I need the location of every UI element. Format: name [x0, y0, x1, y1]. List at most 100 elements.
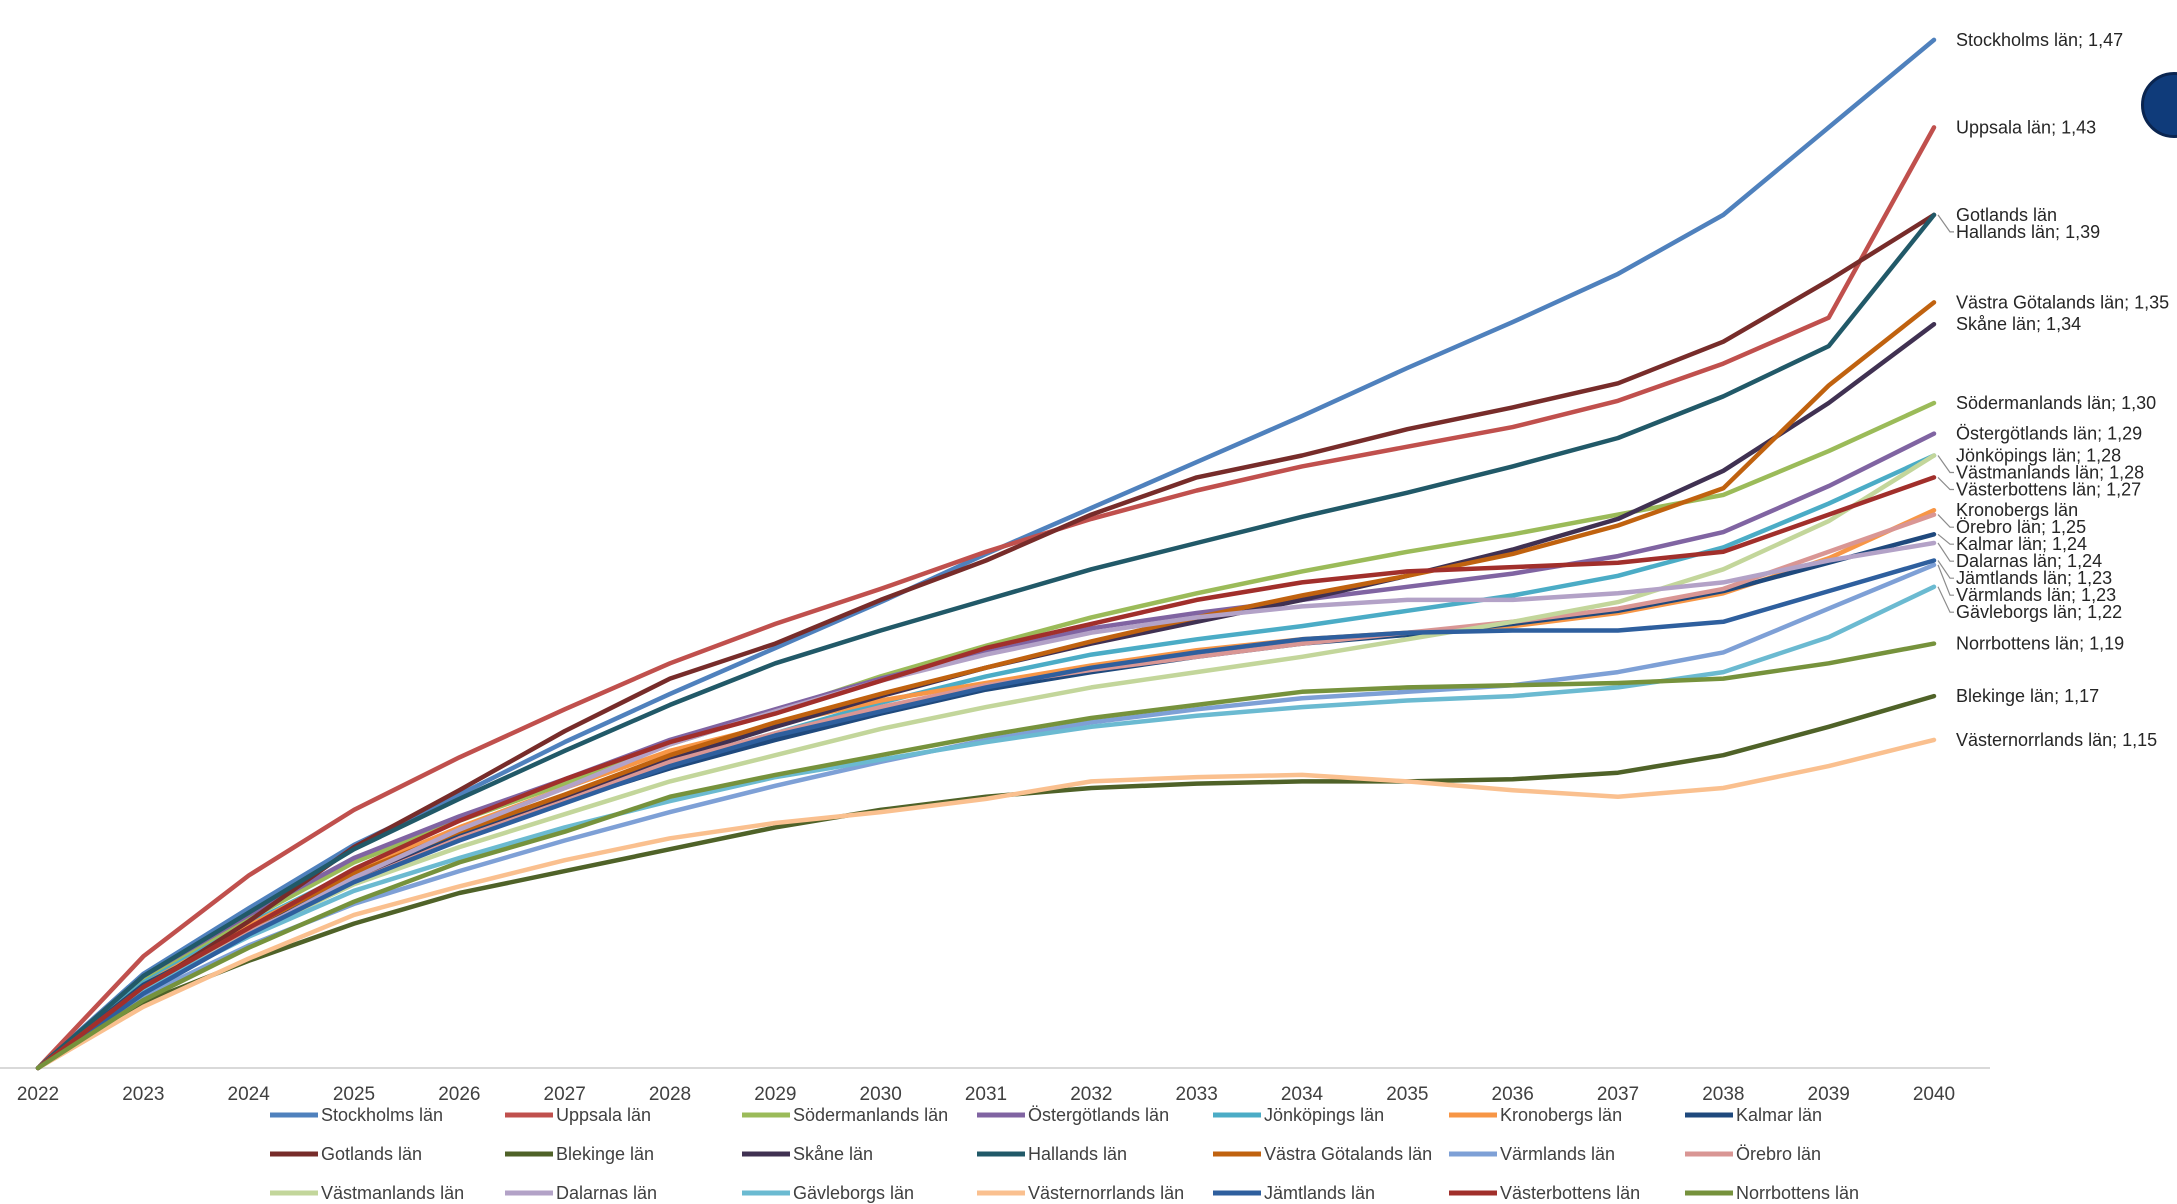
end-label: Västerbottens län; 1,27 [1956, 480, 2141, 500]
leader-line [1937, 560, 1954, 579]
legend-label: Västmanlands län [321, 1183, 464, 1203]
legend-item: Kronobergs län [1449, 1105, 1622, 1125]
x-tick-label: 2034 [1281, 1084, 1324, 1105]
leader-line [1937, 514, 1954, 528]
leader-line [1937, 542, 1954, 562]
legend-item: Värmlands län [1449, 1144, 1615, 1164]
end-label: Kalmar län; 1,24 [1956, 534, 2087, 554]
leader-line [1937, 586, 1954, 613]
legend-item: Blekinge län [505, 1144, 654, 1164]
legend-item: Hallands län [977, 1144, 1127, 1164]
leader-line [1937, 214, 1954, 233]
end-label: Östergötlands län; 1,29 [1956, 424, 2142, 444]
x-tick-label: 2024 [228, 1084, 271, 1105]
legend-item: Norrbottens län [1685, 1183, 1859, 1203]
end-label: Uppsala län; 1,43 [1956, 117, 2096, 137]
x-tick-label: 2040 [1913, 1084, 1955, 1105]
x-tick-label: 2025 [333, 1084, 375, 1105]
legend-label: Värmlands län [1500, 1144, 1615, 1164]
series-line-17 [35, 737, 1937, 1071]
legend-item: Västmanlands län [270, 1183, 464, 1203]
legend-label: Östergötlands län [1028, 1105, 1169, 1125]
legend-label: Hallands län [1028, 1144, 1127, 1164]
legend: Stockholms län Uppsala län Södermanlands l… [270, 1105, 1859, 1203]
series-line-11 [35, 300, 1937, 1071]
end-label: Stockholms län; 1,47 [1956, 30, 2123, 50]
series-line-18 [35, 558, 1937, 1071]
leader-line [1937, 533, 1954, 545]
series-line-3 [35, 431, 1937, 1071]
legend-item: Västernorrlands län [977, 1183, 1184, 1203]
x-tick-label: 2031 [965, 1084, 1007, 1105]
legend-label: Västernorrlands län [1028, 1183, 1184, 1203]
legend-item: Jönköpings län [1213, 1105, 1384, 1125]
x-tick-label: 2030 [860, 1084, 902, 1105]
series-line-10 [35, 212, 1937, 1071]
x-tick-label: 2028 [649, 1084, 691, 1105]
legend-item: Dalarnas län [505, 1183, 657, 1203]
legend-item: Södermanlands län [742, 1105, 948, 1125]
x-tick-label: 2033 [1176, 1084, 1218, 1105]
legend-label: Blekinge län [556, 1144, 654, 1164]
end-label: Norrbottens län; 1,19 [1956, 634, 2124, 654]
end-labels: Stockholms län; 1,47 Uppsala län; 1,43 Got… [1956, 30, 2169, 750]
plot-lines [35, 37, 1937, 1071]
legend-item: Östergötlands län [977, 1105, 1169, 1125]
legend-label: Dalarnas län [556, 1183, 657, 1203]
legend-label: Kalmar län [1736, 1105, 1822, 1125]
leader-line [1937, 564, 1954, 596]
end-label: Västmanlands län; 1,28 [1956, 463, 2144, 483]
legend-label: Örebro län [1736, 1144, 1821, 1164]
legend-item: Gävleborgs län [742, 1183, 914, 1203]
series-line-15 [35, 540, 1937, 1071]
x-tick-label: 2026 [438, 1084, 480, 1105]
series-line-20 [35, 641, 1937, 1071]
x-tick-label: 2032 [1070, 1084, 1112, 1105]
leader-line [1937, 476, 1954, 491]
legend-label: Gotlands län [321, 1144, 422, 1164]
end-label: Värmlands län; 1,23 [1956, 585, 2116, 605]
end-label: Västra Götalands län; 1,35 [1956, 292, 2169, 312]
end-label: Gävleborgs län; 1,22 [1956, 602, 2122, 622]
end-label: Hallands län; 1,39 [1956, 222, 2100, 242]
legend-item: Västra Götalands län [1213, 1144, 1432, 1164]
x-tick-label: 2029 [754, 1084, 796, 1105]
legend-label: Jönköpings län [1264, 1105, 1384, 1125]
series-line-16 [35, 584, 1937, 1071]
legend-label: Skåne län [793, 1144, 873, 1164]
x-tick-label: 2036 [1492, 1084, 1534, 1105]
x-tick-label: 2038 [1702, 1084, 1744, 1105]
x-tick-label: 2035 [1386, 1084, 1428, 1105]
end-label: Gotlands län [1956, 205, 2057, 225]
series-line-19 [35, 475, 1937, 1071]
leader-line [1937, 455, 1954, 474]
legend-item: Gotlands län [270, 1144, 422, 1164]
end-label: Västernorrlands län; 1,15 [1956, 730, 2157, 750]
legend-label: Västra Götalands län [1264, 1144, 1432, 1164]
legend-label: Gävleborgs län [793, 1183, 914, 1203]
legend-item: Jämtlands län [1213, 1183, 1375, 1203]
legend-item: Skåne län [742, 1144, 873, 1164]
legend-label: Norrbottens län [1736, 1183, 1859, 1203]
legend-item: Stockholms län [270, 1105, 443, 1125]
end-label: Örebro län; 1,25 [1956, 517, 2086, 537]
x-axis-ticks: 2022 2023 2024 2025 2026 2027 2028 2029 2030 2031… [17, 1084, 1955, 1105]
end-label: Jämtlands län; 1,23 [1956, 568, 2112, 588]
end-label: Dalarnas län; 1,24 [1956, 551, 2102, 571]
legend-item: Uppsala län [505, 1105, 651, 1125]
legend-item: Örebro län [1685, 1144, 1821, 1164]
end-label: Södermanlands län; 1,30 [1956, 393, 2156, 413]
legend-item: Kalmar län [1685, 1105, 1822, 1125]
end-label: Kronobergs län [1956, 500, 2078, 520]
legend-label: Västerbottens län [1500, 1183, 1640, 1203]
series-line-9 [35, 321, 1937, 1071]
label-leader-lines [1937, 214, 1954, 613]
end-label: Skåne län; 1,34 [1956, 314, 2081, 334]
x-tick-label: 2023 [122, 1084, 164, 1105]
end-label: Blekinge län; 1,17 [1956, 686, 2099, 706]
legend-label: Kronobergs län [1500, 1105, 1622, 1125]
series-line-12 [35, 562, 1937, 1071]
series-line-1 [35, 125, 1937, 1071]
legend-label: Stockholms län [321, 1105, 443, 1125]
